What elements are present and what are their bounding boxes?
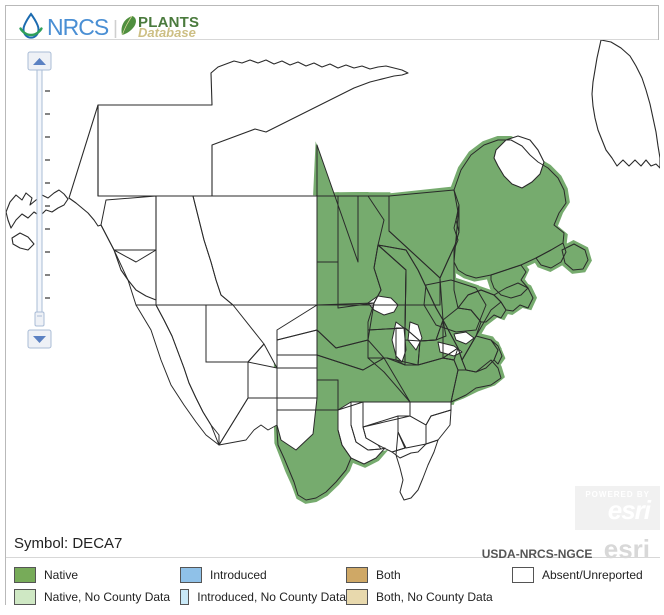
svg-text:|: | — [113, 18, 118, 39]
svg-text:Database: Database — [138, 25, 196, 40]
svg-text:NRCS: NRCS — [47, 14, 109, 40]
